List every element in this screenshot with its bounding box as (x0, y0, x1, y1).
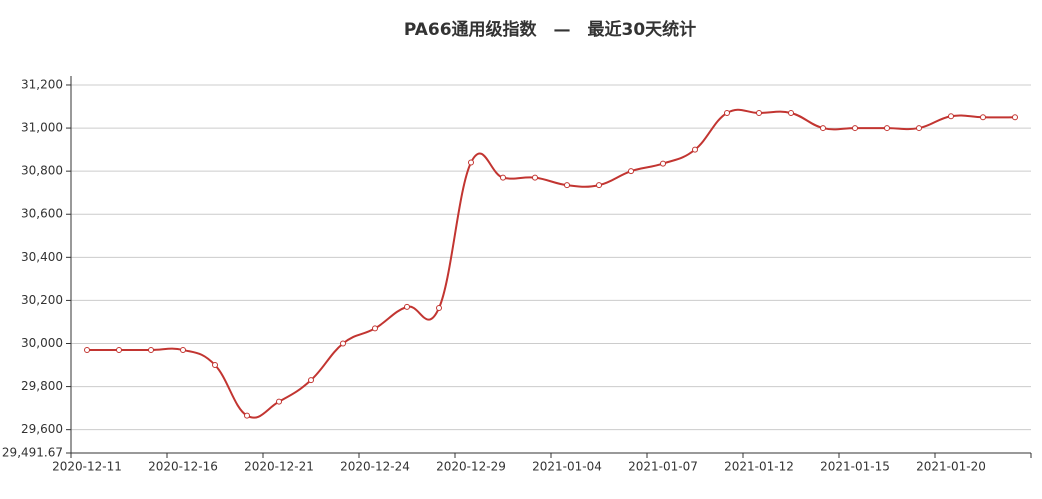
point (628, 168, 634, 175)
point (116, 346, 122, 353)
y-tick-label: 30,400 (21, 250, 63, 264)
chart-title: PA66通用级指数 — 最近30天统计 (404, 19, 696, 40)
x-tick-label: 2020-12-24 (340, 460, 410, 474)
y-tick-label: 30,200 (21, 293, 63, 307)
point (276, 398, 282, 405)
y-tick-label: 31,200 (21, 77, 63, 91)
x-tick-label: 2021-01-15 (820, 460, 890, 474)
point (468, 159, 474, 166)
y-tick-label: 31,000 (21, 121, 63, 135)
y-tick-label: 29,600 (21, 422, 63, 436)
x-tick-label: 2021-01-20 (916, 460, 986, 474)
point (820, 125, 826, 132)
x-tick-label: 2021-01-07 (628, 460, 698, 474)
point (84, 346, 90, 353)
point (788, 109, 794, 116)
point (916, 125, 922, 132)
point (436, 304, 442, 311)
y-tick-label: 30,800 (21, 164, 63, 178)
point (372, 325, 378, 332)
y-tick-label: 30,600 (21, 207, 63, 221)
line (86, 108, 1016, 419)
point (308, 377, 314, 384)
point (1012, 114, 1018, 121)
point (180, 346, 186, 353)
point (500, 174, 506, 181)
x-tick-label: 2020-12-11 (52, 460, 122, 474)
point (244, 412, 250, 419)
point (884, 125, 890, 132)
point (724, 109, 730, 116)
point (148, 346, 154, 353)
y-tick-label: 29,800 (21, 379, 63, 393)
y-tick-label: 30,000 (21, 336, 63, 350)
x-tick-label: 2020-12-16 (148, 460, 218, 474)
point (532, 174, 538, 181)
point (212, 362, 218, 369)
point (948, 113, 954, 120)
point (340, 340, 346, 347)
x-tick-label: 2021-01-04 (532, 460, 602, 474)
x-tick-label: 2020-12-29 (436, 460, 506, 474)
y-tick-label: 29,491.67 (2, 446, 63, 460)
point (692, 146, 698, 153)
point (756, 109, 762, 116)
point (564, 182, 570, 189)
point (404, 303, 410, 310)
x-tick-label: 2020-12-21 (244, 460, 314, 474)
point (660, 160, 666, 167)
point (852, 125, 858, 132)
point (980, 114, 986, 121)
x-tick-label: 2021-01-12 (724, 460, 794, 474)
point (596, 182, 602, 189)
